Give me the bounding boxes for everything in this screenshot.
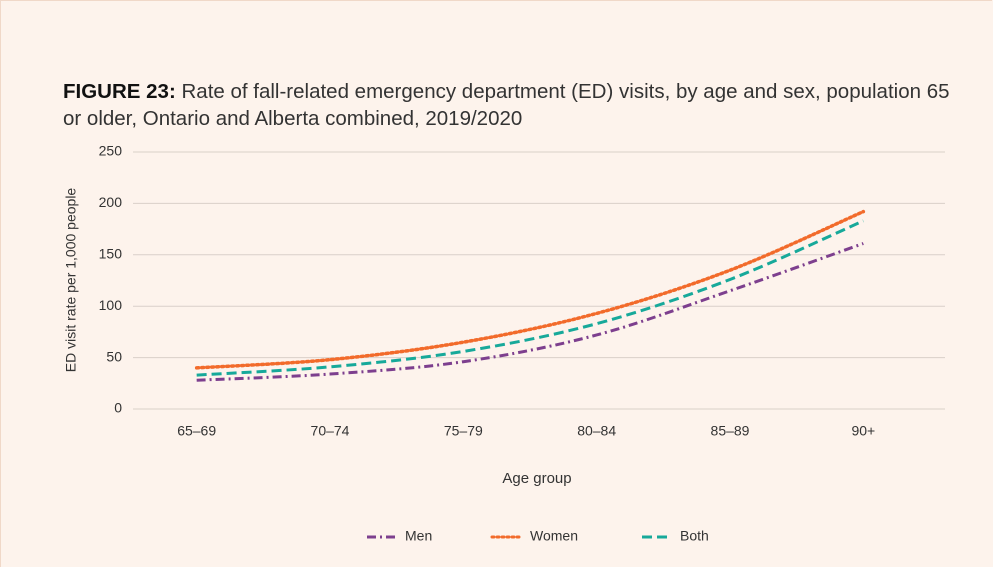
chart-title: FIGURE 23: Rate of fall-related emergenc… [63, 78, 963, 132]
line [194, 209, 866, 370]
y-tick-label: 50 [106, 348, 122, 364]
y-tick-label: 250 [99, 143, 123, 159]
x-tick-label: 85–89 [711, 423, 750, 439]
line [196, 219, 864, 377]
y-tick-label: 0 [114, 400, 122, 416]
y-axis-label: ED visit rate per 1,000 people [63, 188, 79, 373]
figure-label: FIGURE 23: [63, 80, 176, 103]
x-tick-label: 70–74 [311, 423, 350, 439]
legend-label: Women [530, 528, 578, 544]
legend-label: Both [680, 528, 709, 544]
title-text: Rate of fall-related emergency departmen… [63, 80, 950, 130]
x-tick-label: 80–84 [577, 423, 616, 439]
x-tick-label: 75–79 [444, 423, 483, 439]
y-tick-label: 150 [99, 246, 123, 262]
x-tick-label: 65–69 [177, 423, 216, 439]
x-axis-label: Age group [502, 470, 571, 487]
x-tick-label: 90+ [851, 423, 875, 439]
legend-label: Men [405, 528, 432, 544]
y-tick-label: 200 [99, 194, 123, 210]
y-tick-label: 100 [99, 297, 123, 313]
line [196, 242, 864, 382]
